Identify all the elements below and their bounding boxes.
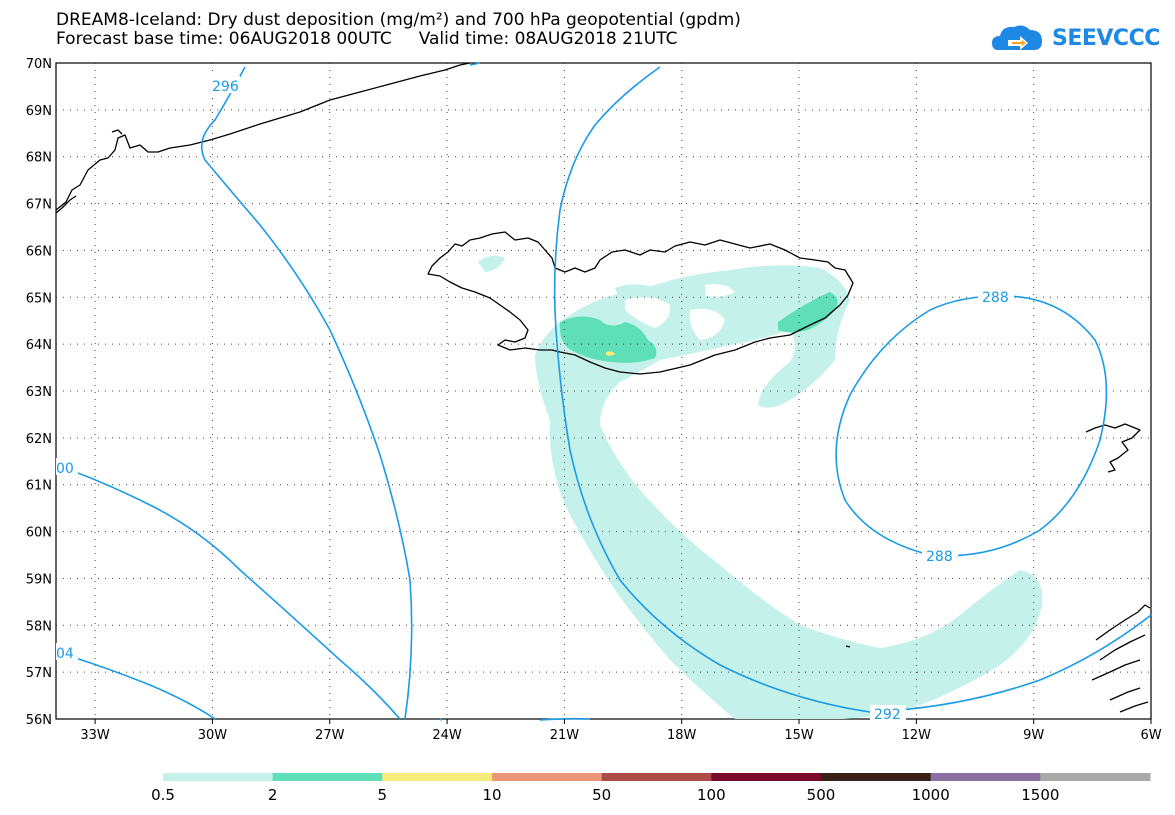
dust-gaps xyxy=(625,284,735,340)
longitude-labels: 33W 30W 27W 24W 21W 18W 15W 12W 9W 6W xyxy=(80,719,1162,743)
contour-label: 288 xyxy=(982,290,1009,306)
legend-swatch xyxy=(272,773,383,781)
lat-label: 70N xyxy=(26,57,52,72)
lat-label: 68N xyxy=(26,151,52,166)
legend-label: 1500 xyxy=(1021,786,1060,804)
lon-label: 18W xyxy=(667,728,697,743)
map-title-line1: DREAM8-Iceland: Dry dust deposition (mg/… xyxy=(56,10,741,30)
lat-label: 59N xyxy=(26,572,52,587)
lat-label: 58N xyxy=(26,619,52,634)
legend-swatch xyxy=(163,773,274,781)
lat-label: 63N xyxy=(26,385,52,400)
legend-swatch xyxy=(1040,773,1151,781)
lat-label: 64N xyxy=(26,338,52,353)
legend-colorbar xyxy=(163,773,1151,781)
lon-label: 15W xyxy=(784,728,814,743)
lat-label: 56N xyxy=(26,713,52,728)
contour-label-group: 296 288 288 292 00 04 xyxy=(56,76,1014,723)
lon-label: 27W xyxy=(315,728,345,743)
legend-label: 100 xyxy=(697,786,726,804)
lat-label: 69N xyxy=(26,104,52,119)
legend-swatch xyxy=(711,773,822,781)
contour-label: 288 xyxy=(926,549,953,565)
lat-label: 66N xyxy=(26,244,52,259)
coastline xyxy=(55,62,1151,713)
contour-label: 04 xyxy=(56,646,74,662)
map-title-line2: Forecast base time: 06AUG2018 00UTC Vali… xyxy=(56,29,678,49)
lon-label: 24W xyxy=(432,728,462,743)
legend-label: 5 xyxy=(377,786,388,804)
lat-label: 67N xyxy=(26,198,52,213)
legend-label: 1000 xyxy=(911,786,950,804)
dust-area-medium xyxy=(559,292,838,363)
lat-label: 62N xyxy=(26,432,52,447)
legend-label: 500 xyxy=(806,786,836,804)
lon-label: 12W xyxy=(902,728,932,743)
dust-area-high xyxy=(606,351,615,356)
legend-label: 0.5 xyxy=(151,786,175,804)
logo-text: SEEVCCC xyxy=(1052,26,1160,51)
lon-label: 6W xyxy=(1140,728,1161,743)
latitude-labels: 70N 69N 68N 67N 66N 65N 64N 63N 62N 61N 60N 59N 58N 5… xyxy=(26,57,52,728)
dust-area-light xyxy=(478,255,1043,719)
cloud-logo-icon xyxy=(992,25,1042,50)
lon-label: 21W xyxy=(550,728,580,743)
lat-label: 57N xyxy=(26,666,52,681)
contour-label: 296 xyxy=(212,79,239,95)
lon-label: 30W xyxy=(198,728,228,743)
lon-label: 9W xyxy=(1023,728,1044,743)
lon-label: 33W xyxy=(80,728,110,743)
contour-label: 292 xyxy=(874,707,901,723)
legend-swatch xyxy=(492,773,603,781)
lat-label: 65N xyxy=(26,291,52,306)
legend-swatch xyxy=(930,773,1041,781)
grid-lines xyxy=(56,63,1151,719)
legend-label: 2 xyxy=(267,786,278,804)
lat-label: 61N xyxy=(26,479,52,494)
lat-label: 60N xyxy=(26,526,52,541)
legend-swatch xyxy=(601,773,712,781)
legend-label: 10 xyxy=(482,786,502,804)
legend-label: 50 xyxy=(592,786,612,804)
contour-label: 00 xyxy=(56,461,74,477)
legend-swatch xyxy=(821,773,932,781)
legend-swatch xyxy=(382,773,493,781)
